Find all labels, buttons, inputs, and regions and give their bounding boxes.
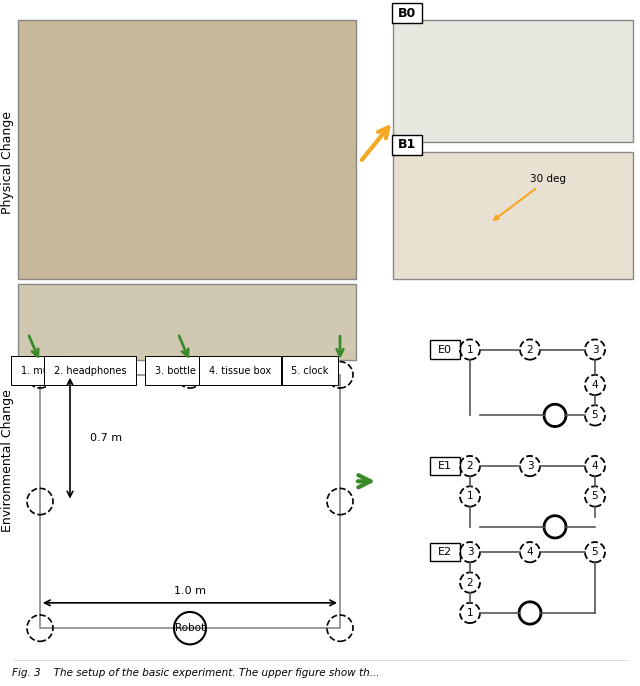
FancyBboxPatch shape: [393, 152, 633, 279]
Text: 3: 3: [592, 344, 598, 355]
Text: 3: 3: [467, 547, 474, 557]
Text: 4: 4: [527, 547, 533, 557]
Text: 2: 2: [467, 461, 474, 471]
Text: 1. mug: 1. mug: [21, 366, 55, 376]
Text: 4: 4: [592, 380, 598, 390]
FancyBboxPatch shape: [430, 340, 460, 359]
Text: 1: 1: [467, 344, 474, 355]
FancyBboxPatch shape: [430, 543, 460, 561]
FancyBboxPatch shape: [393, 21, 633, 142]
Text: 4. tissue box: 4. tissue box: [209, 366, 271, 376]
Text: Robot: Robot: [175, 623, 205, 633]
Text: 2: 2: [467, 578, 474, 588]
FancyBboxPatch shape: [430, 457, 460, 475]
Text: 1: 1: [467, 608, 474, 618]
Text: B0: B0: [398, 7, 416, 20]
Text: Environmental Change: Environmental Change: [1, 390, 15, 532]
FancyBboxPatch shape: [18, 21, 356, 279]
Text: E1: E1: [438, 461, 452, 471]
Text: 5: 5: [592, 410, 598, 421]
Text: E2: E2: [438, 547, 452, 557]
Text: 0.7 m: 0.7 m: [90, 433, 122, 443]
Text: 1: 1: [467, 491, 474, 501]
Text: 4: 4: [592, 461, 598, 471]
Text: 5. clock: 5. clock: [291, 366, 329, 376]
Text: 5: 5: [592, 547, 598, 557]
Text: 2. headphones: 2. headphones: [54, 366, 126, 376]
Text: E0: E0: [438, 344, 452, 355]
Text: Physical Change: Physical Change: [1, 110, 15, 213]
Text: 30 deg: 30 deg: [494, 174, 566, 220]
Text: 3. bottle: 3. bottle: [155, 366, 195, 376]
Text: 3: 3: [527, 461, 533, 471]
Text: B1: B1: [398, 139, 416, 152]
FancyBboxPatch shape: [392, 134, 422, 155]
FancyBboxPatch shape: [392, 3, 422, 23]
Text: 5: 5: [592, 491, 598, 501]
FancyBboxPatch shape: [18, 284, 356, 359]
Text: 2: 2: [527, 344, 533, 355]
Text: Fig. 3    The setup of the basic experiment. The upper figure show th...: Fig. 3 The setup of the basic experiment…: [12, 667, 380, 678]
Text: 1.0 m: 1.0 m: [174, 586, 206, 595]
